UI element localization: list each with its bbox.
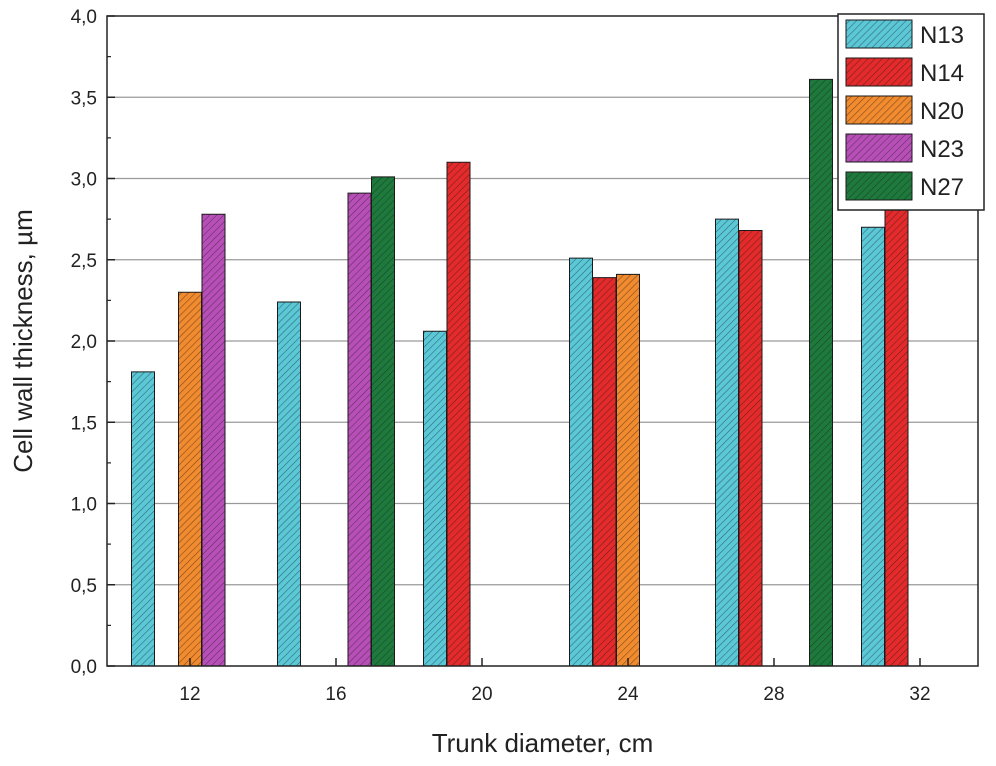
legend-swatch-n27 (845, 171, 913, 201)
x-tick-label: 12 (179, 684, 200, 705)
legend-label-n20: N20 (920, 98, 964, 125)
bar-n23-16 (347, 192, 372, 667)
bar-n13-32 (861, 226, 885, 667)
legend-label-n23: N23 (920, 136, 964, 163)
x-tick-label: 20 (471, 684, 492, 705)
legend-label-n14: N14 (920, 60, 964, 87)
y-axis-title: Cell wall thickness, µm (8, 209, 38, 473)
y-tick-label: 1,5 (71, 413, 97, 434)
grid (107, 96, 978, 586)
legend-swatch-n14 (845, 57, 913, 87)
y-tick-label: 1,0 (71, 495, 97, 516)
y-tick-label: 2,5 (71, 251, 97, 272)
bar-n13-24 (569, 257, 593, 667)
y-axis: 0,0 0,5 1,0 1,5 2,0 2,5 3,0 3,5 4,0 (71, 7, 115, 678)
bar-n14-32 (884, 208, 909, 667)
y-tick-label: 3,0 (71, 170, 97, 191)
x-tick-label: 16 (325, 684, 346, 705)
bar-n20-24 (616, 273, 640, 667)
bar-n27-16 (371, 176, 395, 667)
bar-n20-12 (178, 291, 202, 667)
x-tick-label: 28 (763, 684, 784, 705)
x-tick-label: 32 (909, 684, 930, 705)
bar-n14-28 (738, 230, 763, 667)
x-axis-title: Trunk diameter, cm (432, 728, 654, 758)
bars (131, 78, 909, 667)
legend-swatch-n13 (845, 19, 913, 49)
bar-n13-28 (715, 218, 739, 667)
x-tick-label: 24 (617, 684, 639, 705)
legend-swatch-n20 (845, 95, 913, 125)
y-tick-label: 2,0 (71, 332, 97, 353)
legend-label-n27: N27 (920, 174, 964, 201)
legend-swatch-n23 (845, 133, 913, 163)
bar-n14-24 (592, 277, 617, 667)
bar-n14-20 (446, 161, 471, 667)
bar-n13-16 (277, 301, 301, 667)
y-tick-label: 0,0 (71, 657, 97, 678)
y-tick-label: 4,0 (71, 7, 97, 28)
legend: N13 N14 N20 N23 N27 (837, 13, 985, 211)
bar-n27-28 (809, 78, 833, 667)
y-tick-label: 3,5 (71, 88, 97, 109)
bar-n23-12 (201, 213, 226, 667)
legend-label-n13: N13 (920, 22, 964, 49)
x-axis: 12 16 20 24 28 32 (179, 658, 931, 705)
y-tick-label: 0,5 (71, 576, 97, 597)
bar-n13-12 (131, 371, 155, 667)
bar-n13-20 (423, 330, 447, 667)
